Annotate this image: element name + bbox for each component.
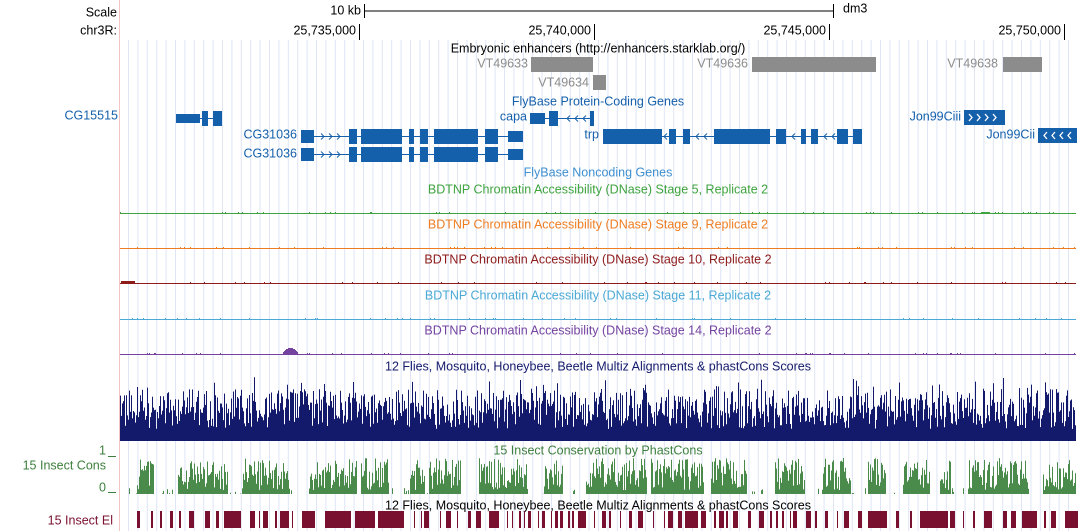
gene-exon (603, 129, 662, 144)
gene-label: Jon99Ciii (910, 109, 961, 123)
multiz-signal (120, 377, 1076, 441)
gene-exon (714, 129, 770, 144)
scale-label: Scale (86, 5, 117, 19)
dnase-signal (120, 212, 1076, 214)
dnase-signal (120, 247, 1076, 249)
gene-exon (837, 129, 848, 144)
signal-tracks (120, 377, 1078, 528)
gene-exon (420, 129, 428, 144)
gene-strand (320, 151, 341, 158)
dnase-signal (120, 318, 1076, 320)
gene-exon (361, 147, 402, 162)
track-label: CG15515 (64, 108, 118, 122)
enhancer-label: VT49633 (477, 56, 528, 70)
enhancer (531, 57, 593, 72)
track-title: BDTNP Chromatin Accessibility (DNase) St… (428, 182, 768, 196)
conserved-elements (137, 511, 1078, 528)
gene-exon (776, 129, 786, 144)
track-title: 12 Flies, Mosquito, Honeybee, Beetle Mul… (385, 359, 811, 373)
gene-exon (590, 111, 594, 126)
ruler-tick-label: 25,745,000 (763, 23, 826, 37)
gene-exon (434, 147, 478, 162)
dnase-tracks: BDTNP Chromatin Accessibility (DNase) St… (120, 182, 1076, 355)
gene-exon (349, 147, 357, 162)
ruler-tick-label: 25,740,000 (528, 23, 591, 37)
gene-exon (176, 114, 200, 123)
gene-label: capa (500, 109, 527, 123)
gene-label: CG31036 (243, 127, 297, 141)
ruler-tick-label: 25,735,000 (293, 23, 356, 37)
gene-strand (1043, 131, 1072, 140)
gene-exon (361, 129, 402, 144)
grid-line (128, 40, 1069, 531)
track-title: 12 Flies, Mosquito, Honeybee, Beetle Mul… (385, 498, 811, 512)
gene-exon (301, 148, 314, 161)
track-title: BDTNP Chromatin Accessibility (DNase) St… (428, 217, 768, 231)
gene-exon (485, 129, 498, 144)
gene-label: CG31036 (243, 146, 297, 160)
gene-strand (663, 133, 836, 140)
phastcons-signal (129, 458, 1076, 494)
gene-strand (566, 115, 587, 122)
chrom-label: chr3R: (80, 23, 117, 37)
track-title: FlyBase Protein-Coding Genes (512, 94, 684, 108)
gene-models (176, 110, 1077, 162)
ruler-tick-label: 25,750,000 (998, 23, 1061, 37)
axis-label: 1 (99, 443, 106, 457)
gene-exon (485, 147, 498, 162)
gene-exon (409, 147, 414, 162)
enhancer (1003, 57, 1042, 72)
gene-exon (853, 129, 862, 144)
gene-exon (409, 129, 414, 144)
track-title: BDTNP Chromatin Accessibility (DNase) St… (424, 252, 771, 266)
gene-exon (549, 111, 558, 126)
gene-exon (508, 131, 523, 142)
enhancer (593, 75, 606, 90)
enhancer-label: VT49634 (538, 75, 589, 89)
axis-label: 0 (99, 480, 106, 494)
gene-exon (530, 113, 545, 124)
track-title: FlyBase Noncoding Genes (524, 165, 673, 179)
gene-exon (801, 129, 806, 144)
enhancer-label: VT49638 (947, 56, 998, 70)
track-label: 15 Insect Cons (23, 458, 106, 472)
gene-exon (1038, 128, 1077, 143)
assembly-label: dm3 (843, 1, 867, 15)
track-title: 15 Insect Conservation by PhastCons (493, 443, 702, 457)
enhancer (752, 57, 876, 72)
gene-strand (320, 133, 341, 140)
gene-strand (968, 113, 997, 122)
gene-exon (811, 129, 818, 144)
ruler-ticks (359, 24, 1065, 40)
track-title: BDTNP Chromatin Accessibility (DNase) St… (425, 288, 771, 302)
track-title: BDTNP Chromatin Accessibility (DNase) St… (424, 323, 771, 337)
scale-bar-label: 10 kb (330, 3, 361, 17)
dnase-signal (120, 348, 1076, 355)
track-title: Embryonic enhancers (http://enhancers.st… (451, 41, 746, 55)
gene-exon (349, 129, 357, 144)
gene-exon (683, 129, 690, 144)
grid-lines (128, 40, 1069, 531)
gene-exon (202, 111, 208, 126)
gene-label: Jon99Cii (986, 127, 1035, 141)
gene-exon (301, 130, 314, 143)
dnase-signal (120, 281, 1076, 284)
gene-exon (964, 110, 1005, 125)
gene-exon (508, 149, 523, 160)
enhancer-label: VT49636 (697, 56, 748, 70)
gene-exon (434, 129, 478, 144)
gene-exon (420, 147, 428, 162)
gene-label: trp (584, 127, 599, 141)
track-label: 15 Insect El (48, 513, 113, 527)
gene-exon (213, 111, 222, 126)
gene-exon (669, 129, 676, 144)
